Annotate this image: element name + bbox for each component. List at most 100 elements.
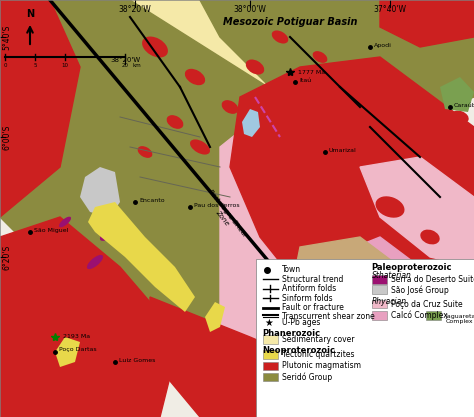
Text: Tectonic quartzites: Tectonic quartzites xyxy=(282,350,355,359)
Text: km: km xyxy=(133,63,142,68)
Text: Structural trend: Structural trend xyxy=(282,275,344,284)
Polygon shape xyxy=(380,0,474,47)
Text: Sinform folds: Sinform folds xyxy=(282,294,333,303)
Ellipse shape xyxy=(142,37,168,58)
Ellipse shape xyxy=(375,196,404,218)
Text: 6°20'S: 6°20'S xyxy=(2,244,11,270)
Text: 6°00'S: 6°00'S xyxy=(2,124,11,150)
Text: Sthaterian: Sthaterian xyxy=(372,271,411,280)
Text: Serra do Deserto Suite: Serra do Deserto Suite xyxy=(391,275,474,284)
Polygon shape xyxy=(242,109,260,137)
Text: Neoproterozoic: Neoproterozoic xyxy=(263,347,336,355)
Text: Mesozoic Potiguar Basin: Mesozoic Potiguar Basin xyxy=(223,17,357,27)
Text: Town: Town xyxy=(282,265,301,274)
Text: Rhyacian: Rhyacian xyxy=(372,296,407,306)
Text: 5°40'S: 5°40'S xyxy=(2,24,11,50)
Text: Pau dos Ferros: Pau dos Ferros xyxy=(194,203,240,208)
Bar xyxy=(426,311,441,319)
Bar xyxy=(372,311,387,319)
Polygon shape xyxy=(230,57,474,317)
Text: Fault or fracture: Fault or fracture xyxy=(282,303,344,312)
Text: Caraúba: Caraúba xyxy=(454,103,474,108)
Text: 2193 Ma: 2193 Ma xyxy=(63,334,90,339)
Text: Phanerozoic: Phanerozoic xyxy=(263,329,320,338)
Text: Jaguaretama
Complex: Jaguaretama Complex xyxy=(446,314,474,324)
Polygon shape xyxy=(55,337,80,367)
Polygon shape xyxy=(80,167,120,217)
Polygon shape xyxy=(320,237,420,357)
Ellipse shape xyxy=(313,51,328,63)
Polygon shape xyxy=(280,0,474,77)
Text: Umarizal: Umarizal xyxy=(329,148,357,153)
Polygon shape xyxy=(0,0,80,217)
Text: Sedimentary cover: Sedimentary cover xyxy=(282,335,355,344)
Text: São Miguel: São Miguel xyxy=(34,228,68,233)
Polygon shape xyxy=(290,237,400,347)
Ellipse shape xyxy=(277,200,293,214)
Ellipse shape xyxy=(240,169,260,185)
Text: Calcó Complex: Calcó Complex xyxy=(391,310,448,320)
Polygon shape xyxy=(88,202,195,312)
Polygon shape xyxy=(440,77,474,112)
Ellipse shape xyxy=(190,139,210,155)
Text: 10: 10 xyxy=(62,63,69,68)
Text: 1777 Ma: 1777 Ma xyxy=(298,70,325,75)
Text: 37°40'W: 37°40'W xyxy=(374,5,407,14)
Text: 38°00'W: 38°00'W xyxy=(234,5,266,14)
Ellipse shape xyxy=(451,111,469,123)
Text: Plutonic magmatism: Plutonic magmatism xyxy=(282,361,361,370)
Ellipse shape xyxy=(359,269,381,284)
Ellipse shape xyxy=(88,186,112,208)
Bar xyxy=(263,373,278,381)
Text: Portalegre Shear
Zone: Portalegre Shear Zone xyxy=(202,188,248,243)
Polygon shape xyxy=(200,0,474,137)
Ellipse shape xyxy=(222,100,238,114)
Bar xyxy=(372,300,387,309)
Text: Luiz Gomes: Luiz Gomes xyxy=(119,357,155,362)
Ellipse shape xyxy=(420,230,440,244)
Polygon shape xyxy=(130,0,474,157)
Bar xyxy=(263,335,278,344)
Text: ★: ★ xyxy=(264,318,273,328)
Ellipse shape xyxy=(322,140,338,154)
Ellipse shape xyxy=(137,146,152,158)
Polygon shape xyxy=(220,67,474,417)
Text: Paleoproterozoic: Paleoproterozoic xyxy=(372,263,452,272)
Text: 38°20'W: 38°20'W xyxy=(110,57,140,63)
Text: 5: 5 xyxy=(33,63,37,68)
Ellipse shape xyxy=(272,30,288,43)
Text: N: N xyxy=(26,9,34,19)
Text: 20: 20 xyxy=(121,63,128,68)
Polygon shape xyxy=(150,297,350,417)
Polygon shape xyxy=(205,302,225,332)
Text: 0: 0 xyxy=(3,63,7,68)
Text: Apodi: Apodi xyxy=(374,43,392,48)
Ellipse shape xyxy=(100,223,120,241)
Ellipse shape xyxy=(290,119,310,135)
Text: São José Group: São José Group xyxy=(391,285,449,294)
Bar xyxy=(263,362,278,370)
Ellipse shape xyxy=(185,69,205,85)
Ellipse shape xyxy=(59,217,71,227)
Polygon shape xyxy=(340,217,474,417)
Ellipse shape xyxy=(117,234,133,251)
Bar xyxy=(372,286,387,294)
Ellipse shape xyxy=(87,255,103,269)
Bar xyxy=(263,350,278,359)
Text: Antiform folds: Antiform folds xyxy=(282,284,337,293)
Text: Encanto: Encanto xyxy=(139,198,164,203)
Text: Poço Dartas: Poço Dartas xyxy=(59,347,97,352)
Text: Transcurrent shear zone: Transcurrent shear zone xyxy=(282,311,375,321)
Polygon shape xyxy=(280,287,474,417)
Text: Poço da Cruz Suite: Poço da Cruz Suite xyxy=(391,299,463,309)
Ellipse shape xyxy=(428,148,452,166)
Text: 38°20'W: 38°20'W xyxy=(118,5,151,14)
Text: U-Pb ages: U-Pb ages xyxy=(282,318,320,327)
Polygon shape xyxy=(0,0,474,367)
Text: Seridó Group: Seridó Group xyxy=(282,372,332,382)
Ellipse shape xyxy=(246,60,264,75)
Bar xyxy=(372,275,387,284)
Polygon shape xyxy=(360,157,474,267)
Text: Itaú: Itaú xyxy=(299,78,311,83)
Ellipse shape xyxy=(167,115,183,129)
